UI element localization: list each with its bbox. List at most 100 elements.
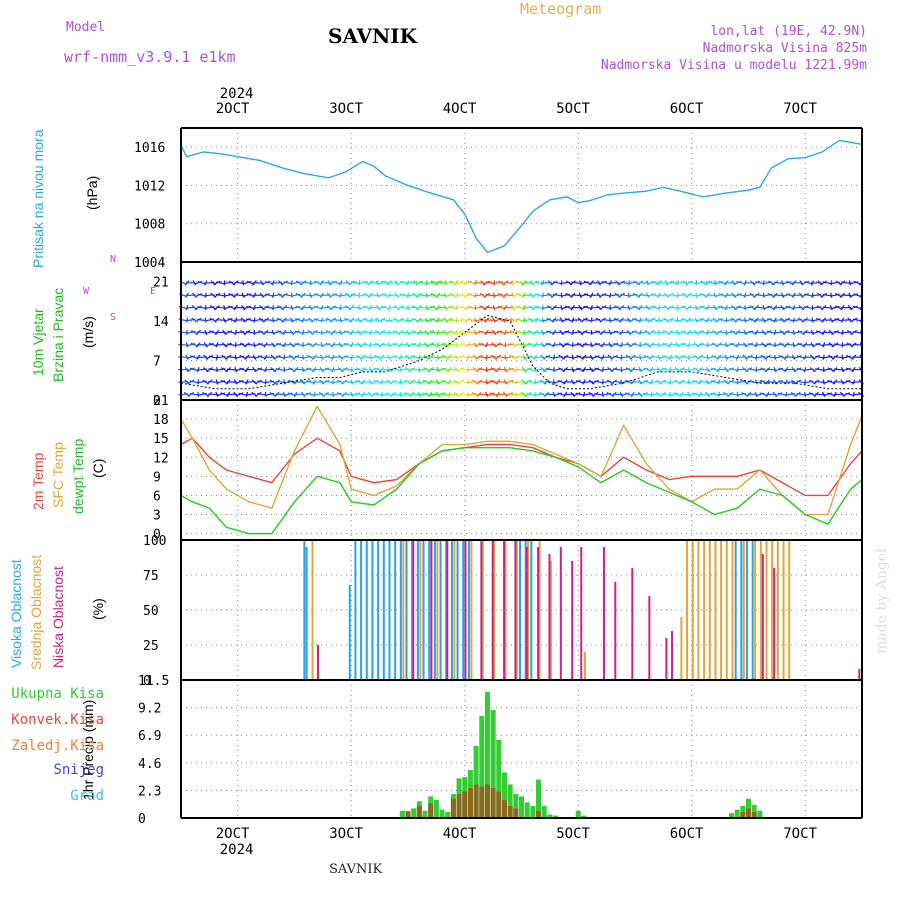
- wind-arrow: [223, 304, 226, 311]
- wind-arrow: [187, 379, 195, 385]
- wind-arrow: [444, 280, 447, 286]
- wind-arrow: [628, 292, 630, 298]
- wind-arrow: [264, 391, 267, 397]
- wind-arrow: [292, 342, 300, 348]
- wind-tick-label: 21: [153, 276, 169, 291]
- wind-arrow: [829, 304, 833, 311]
- wind-arrow: [234, 354, 237, 360]
- convective-rain-bar: [416, 806, 422, 818]
- precip-tick-label: 4.6: [138, 757, 161, 772]
- wind-arrow: [485, 379, 488, 385]
- wind-arrow: [840, 366, 845, 373]
- time-tick-label-top: 7OCT: [783, 101, 817, 117]
- wind-arrow: [475, 367, 483, 373]
- total-rain-bar: [411, 808, 417, 818]
- wind-arrow: [706, 354, 709, 360]
- page-title: SAVNIK: [328, 24, 418, 48]
- legend-freezing-rain: Zaledj.Kisa: [11, 738, 104, 754]
- wind-arrow: [560, 304, 563, 311]
- wind-arrow: [494, 342, 502, 348]
- wind-arrow: [291, 330, 300, 335]
- legend-snow: Snijeg: [53, 762, 104, 778]
- wind-arrow: [359, 342, 367, 348]
- wind-arrow: [726, 367, 735, 372]
- pressure-tick-label: 1012: [134, 179, 165, 194]
- wind-arrow: [406, 317, 410, 323]
- wind-arrow: [658, 367, 667, 372]
- time-tick-label-bottom: 2OCT: [216, 826, 250, 842]
- wind-arrow: [340, 354, 349, 360]
- wind-arrow: [830, 292, 833, 298]
- wind-arrow: [591, 367, 600, 372]
- compass-letter: W: [83, 286, 90, 297]
- total-rain-bar: [501, 772, 507, 818]
- total-rain-bar: [575, 810, 581, 818]
- pressure-line: [180, 139, 863, 254]
- total-rain-bar: [728, 813, 734, 818]
- wind-arrow: [204, 329, 208, 336]
- time-tick-label-top: 6OCT: [670, 101, 704, 117]
- wind-arrow: [482, 280, 491, 286]
- wind-arrow: [659, 379, 667, 385]
- wind-arrow: [647, 317, 656, 323]
- convective-rain-bar: [501, 800, 507, 818]
- wind-arrow: [848, 280, 852, 286]
- wind-arrow: [350, 391, 354, 398]
- wind-arrow: [272, 342, 282, 347]
- wind-arrow: [234, 366, 238, 373]
- cloud-tick-label: 75: [143, 569, 159, 584]
- wind-arrow: [628, 330, 637, 335]
- wind-arrow: [541, 329, 545, 336]
- wind-arrow: [467, 391, 469, 397]
- wind-arrow: [197, 391, 200, 397]
- wind-arrow: [332, 391, 334, 397]
- wind-arrow: [647, 305, 656, 310]
- year-label-bottom: 2024: [220, 842, 254, 858]
- wind-arrow: [543, 367, 551, 373]
- wind-arrow: [812, 342, 821, 347]
- convective-rain-bar: [507, 806, 513, 818]
- wind-arrow: [696, 330, 705, 335]
- wind-arrow: [733, 292, 742, 298]
- wind-arrow: [695, 317, 705, 323]
- wind-arrow: [261, 280, 270, 285]
- wind-arrow: [561, 342, 569, 348]
- legend-total-rain: Ukupna Kisa: [11, 686, 104, 702]
- wind-arrow: [601, 391, 604, 397]
- total-rain-bar: [530, 806, 536, 818]
- wind-arrow: [445, 305, 454, 310]
- wind-arrow: [194, 305, 202, 311]
- wind-arrow: [793, 367, 802, 372]
- wind-arrow: [370, 379, 379, 385]
- wind-arrow: [822, 379, 826, 385]
- wind-arrow: [810, 329, 815, 336]
- wind-arrow: [350, 379, 354, 385]
- wind-arrow: [801, 292, 809, 298]
- wind-arrow: [253, 342, 256, 348]
- convective-rain-bar: [428, 803, 434, 818]
- wind-arrow: [773, 354, 777, 360]
- wind-tick-label: 7: [153, 355, 161, 370]
- wind-arrow: [185, 342, 189, 348]
- convective-rain-bar: [484, 784, 490, 818]
- wind-arrow: [302, 354, 305, 360]
- wind-arrow: [696, 342, 704, 348]
- total-rain-bar: [507, 784, 513, 818]
- wind-arrow: [639, 379, 649, 385]
- wind-arrow: [205, 342, 214, 347]
- convective-rain-bar: [536, 810, 542, 818]
- temp-tick-label: 6: [153, 489, 161, 504]
- wind-arrow: [425, 304, 429, 311]
- total-rain-bar: [433, 800, 439, 818]
- wind-arrow: [505, 392, 513, 397]
- wind-arrow: [348, 280, 356, 286]
- total-rain-bar: [399, 810, 405, 818]
- temp-dewpt-line: [180, 447, 863, 535]
- wind-arrow: [436, 366, 440, 373]
- wind-arrow: [418, 379, 421, 385]
- wind-arrow: [503, 366, 507, 373]
- wind-arrow: [639, 354, 642, 360]
- wind-arrow: [774, 392, 783, 397]
- wind-arrow: [610, 367, 618, 373]
- wind-arrow: [744, 342, 753, 347]
